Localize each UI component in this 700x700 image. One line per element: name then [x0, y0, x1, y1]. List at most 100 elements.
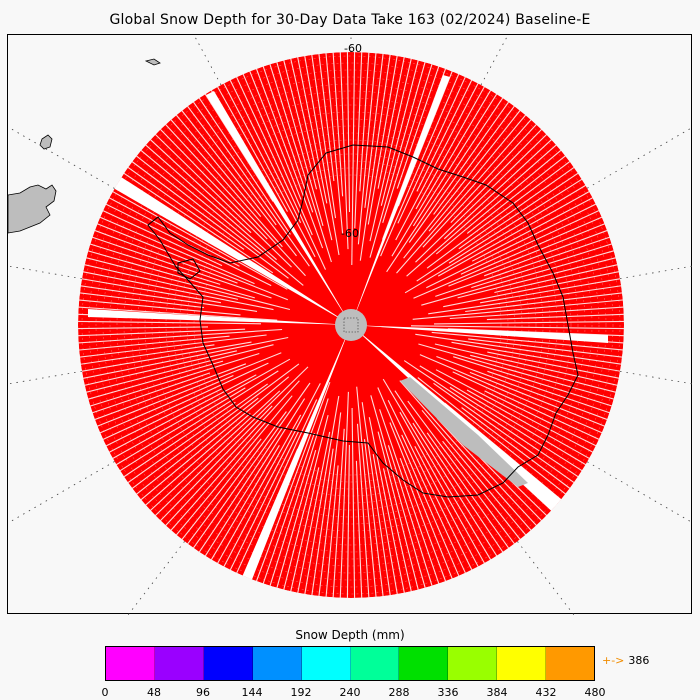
swath-track-gap [197, 427, 283, 555]
island-land [39, 134, 53, 150]
swath-track-gap [325, 465, 339, 598]
swath-ring-texture [186, 160, 516, 490]
swath-track-gap [235, 75, 326, 270]
swath-track-gap [90, 372, 211, 414]
swath-track-gap [78, 335, 230, 351]
swath-track-gap [412, 299, 624, 320]
island-coast [144, 58, 161, 66]
swath-track-gap [484, 229, 610, 277]
swath-track-gap [78, 306, 278, 321]
swath-track-gap [437, 190, 592, 277]
swath-track-gap [387, 445, 434, 588]
swath-track-gap [377, 55, 406, 189]
swath-track-gap [153, 132, 292, 268]
swath-ring-texture [144, 118, 558, 532]
swath-track-gap [487, 370, 612, 414]
colorbar-segment [497, 647, 547, 680]
swath-track-gap [180, 438, 262, 542]
swath-track-gap [418, 343, 616, 401]
swath-track-gap [78, 328, 283, 344]
swath-track-gap [143, 412, 251, 507]
swath-track-gap [262, 64, 314, 213]
swath-track-gap [426, 202, 598, 289]
colorbar-segment [399, 647, 449, 680]
max-value-indicator: +-> 386 [602, 654, 649, 667]
swath-track-gap [458, 165, 576, 250]
swath-track-gap [180, 108, 297, 257]
colorbar-tick-label: 336 [437, 686, 459, 699]
swath-track-gap [377, 431, 420, 592]
swath-track-gap [110, 190, 288, 290]
swath-gap [351, 75, 450, 325]
swath-track-gap [359, 52, 370, 192]
swath-track-gap [282, 414, 329, 592]
swath-ring-texture [102, 76, 600, 574]
swath-track-gap [79, 277, 221, 304]
swath-track-gap [78, 292, 205, 309]
swath-ring-texture [95, 69, 607, 581]
pole-marker [343, 317, 359, 333]
swath-track-gap [325, 52, 344, 234]
swath-track-gap [158, 405, 273, 523]
swath-track-gap [163, 122, 306, 277]
swath-track-gap [134, 154, 262, 255]
swath-track-gap [368, 417, 406, 595]
latitude-label: -60 [344, 42, 362, 55]
swath-track-gap [436, 355, 610, 421]
swath-track-gap [449, 306, 624, 320]
swath-ring-texture [158, 132, 544, 518]
polar-map: -60 -60 [8, 35, 693, 615]
swath-track-gap [416, 78, 474, 192]
swath-track-gap [457, 256, 618, 299]
swath-track-gap [416, 171, 580, 282]
swath-track-gap [303, 53, 340, 256]
swath-track-gap [289, 56, 333, 241]
swath-track-gap [98, 374, 234, 435]
swath-track-gap [101, 362, 269, 441]
swath-track-gap [394, 390, 505, 554]
swath-track-gap [186, 411, 287, 546]
swath-track-gap [310, 52, 337, 219]
swath-track-gap [203, 92, 274, 202]
swath-track-gap [448, 222, 607, 287]
swath-track-gap [95, 222, 289, 301]
max-arrow-icon: +-> [602, 654, 625, 667]
swath-track-gap [450, 127, 544, 223]
swath-track-gap [415, 132, 549, 263]
swath-track-gap [397, 75, 467, 224]
swath-track-gap [104, 388, 223, 448]
swath-track-gap [86, 249, 255, 299]
swath-track-gap [351, 407, 356, 598]
colorbar-tick-label: 144 [241, 686, 263, 699]
swath-track-gap [148, 137, 252, 234]
swath-track-gap [185, 104, 277, 226]
colorbar-segment [546, 647, 595, 680]
swath-track-gap [484, 390, 598, 448]
swath-gap [206, 91, 351, 325]
swath-track-gap [228, 431, 299, 572]
swath-track-gap [356, 423, 370, 598]
max-value: 386 [628, 654, 650, 667]
swath-ring-texture [165, 139, 537, 511]
colorbar [105, 646, 595, 681]
swath-track-gap [466, 154, 568, 234]
colorbar-segment [106, 647, 155, 680]
swath-track-gap [399, 411, 486, 566]
swath-track-gap [471, 242, 614, 289]
swath-track-gap [379, 409, 440, 586]
swath-track-gap [289, 467, 320, 594]
swath-track-gap [191, 382, 311, 550]
swath-track-gap [407, 400, 517, 546]
swath-track-gap [78, 320, 262, 325]
swath-track-gap [448, 177, 584, 264]
swath-track-gap [469, 371, 607, 428]
swath-track-gap [339, 391, 349, 598]
colorbar-tick-label: 480 [584, 686, 606, 699]
swath-track-gap [110, 358, 291, 460]
swath-track-gap [78, 285, 258, 312]
swath-ring-texture [137, 111, 565, 539]
swath-track-gap [118, 370, 279, 473]
swath-track-gap [435, 148, 563, 255]
swath-track-gap [107, 374, 257, 454]
swath-track-gap [174, 395, 293, 537]
